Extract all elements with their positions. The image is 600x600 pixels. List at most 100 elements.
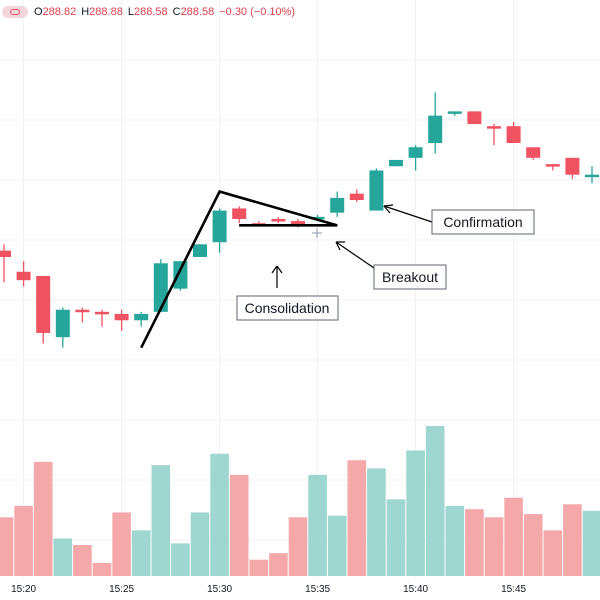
candle-body xyxy=(428,115,443,144)
candle xyxy=(447,111,462,116)
open-value: 288.82 xyxy=(42,6,77,18)
close-value: 288.58 xyxy=(180,6,215,18)
eye-toggle-icon[interactable] xyxy=(2,6,28,18)
low-value: 288.58 xyxy=(133,6,168,18)
volume-bar xyxy=(347,460,367,576)
candle-body xyxy=(134,313,149,321)
candle-body xyxy=(369,170,384,211)
candle xyxy=(467,111,482,125)
volume-bar xyxy=(465,509,484,576)
candle-body xyxy=(173,261,188,289)
candle xyxy=(565,157,580,179)
volume-bar xyxy=(171,543,190,576)
volume-bar xyxy=(445,505,465,576)
candle-body xyxy=(291,221,305,226)
candle-body xyxy=(212,210,227,243)
candle xyxy=(212,208,227,253)
candle-body xyxy=(16,271,31,281)
candle-body xyxy=(95,311,109,315)
candle xyxy=(193,244,207,257)
annotation-breakout[interactable]: Breakout xyxy=(335,241,447,290)
volume-bar xyxy=(484,517,504,576)
x-tick-label: 15:30 xyxy=(207,584,232,595)
ohlc-legend: O 288.82 H 288.88 L 288.58 C 288.58 −0.30 (−… xyxy=(0,0,300,24)
volume-bar xyxy=(523,514,543,576)
candle xyxy=(369,168,384,211)
x-tick-label: 15:40 xyxy=(403,584,428,595)
candle-body xyxy=(232,208,247,219)
candle xyxy=(271,216,286,224)
x-tick-label: 15:45 xyxy=(501,584,526,595)
candle xyxy=(16,261,31,287)
high-value: 288.88 xyxy=(89,6,123,18)
volume-bar xyxy=(14,505,33,576)
candle-body xyxy=(55,309,70,338)
volume-bar xyxy=(425,426,445,576)
close-label: C xyxy=(172,6,181,18)
x-tick-label: 15:20 xyxy=(11,584,36,595)
candle-body xyxy=(565,157,580,175)
candle xyxy=(173,261,188,291)
candle-body xyxy=(349,193,364,201)
candle-body xyxy=(271,219,286,222)
volume-bar xyxy=(269,553,288,576)
candle-body xyxy=(389,159,403,167)
volume-bar xyxy=(504,497,523,576)
pattern-drawings xyxy=(140,190,338,349)
candle-body xyxy=(447,111,462,114)
candle-body xyxy=(545,164,560,167)
candle-body xyxy=(408,147,423,158)
candle-body xyxy=(487,126,501,129)
x-tick-label: 15:35 xyxy=(305,584,330,595)
volume-bar xyxy=(33,461,53,576)
candle xyxy=(506,121,521,144)
volume-bar xyxy=(543,530,563,576)
candle-body xyxy=(585,174,599,178)
volume-bar xyxy=(0,517,14,576)
candle xyxy=(232,206,247,224)
time-axis[interactable]: 15:20 15:25 15:30 15:35 15:40 15:45 xyxy=(11,584,526,595)
annotation-consolidation[interactable]: Consolidation xyxy=(236,265,339,321)
candle xyxy=(36,275,51,344)
annotation-confirmation[interactable]: Confirmation xyxy=(383,204,535,235)
volume-bar xyxy=(386,499,406,576)
candle-body xyxy=(36,275,51,333)
volume-bar xyxy=(92,562,112,576)
volume-bar xyxy=(327,515,347,576)
candle-body xyxy=(526,147,541,158)
candle xyxy=(526,147,541,160)
volume-bar xyxy=(249,559,269,576)
candle xyxy=(585,166,599,184)
chart-grid xyxy=(0,0,600,578)
volume-bar xyxy=(131,530,151,576)
annotation-label-confirmation: Confirmation xyxy=(443,214,522,230)
candle xyxy=(134,311,149,327)
candle xyxy=(349,189,364,203)
candle xyxy=(153,259,168,312)
annotation-label-breakout: Breakout xyxy=(382,269,438,285)
candle xyxy=(389,159,403,167)
low-label: L xyxy=(127,6,134,18)
candle-body xyxy=(467,111,482,125)
volume-bar xyxy=(308,474,327,576)
annotations: Confirmation Breakout Consolidation xyxy=(236,204,535,321)
candlesticks xyxy=(0,92,599,348)
volume-bar xyxy=(53,538,73,576)
candle-body xyxy=(330,197,345,213)
volume-bar xyxy=(406,450,425,576)
annotation-label-consolidation: Consolidation xyxy=(245,300,330,316)
crosshair-icon xyxy=(312,228,322,238)
volume-bar xyxy=(582,510,600,576)
volume-bar xyxy=(112,512,131,576)
candle xyxy=(55,307,70,348)
volume-bar xyxy=(190,512,210,576)
volume-bar xyxy=(563,504,582,576)
volume-bar xyxy=(367,468,386,576)
candle xyxy=(330,191,345,217)
candle xyxy=(487,124,501,146)
candle-body xyxy=(0,250,11,257)
candle xyxy=(428,92,443,154)
volume-bar xyxy=(151,465,171,576)
candle xyxy=(408,145,423,171)
